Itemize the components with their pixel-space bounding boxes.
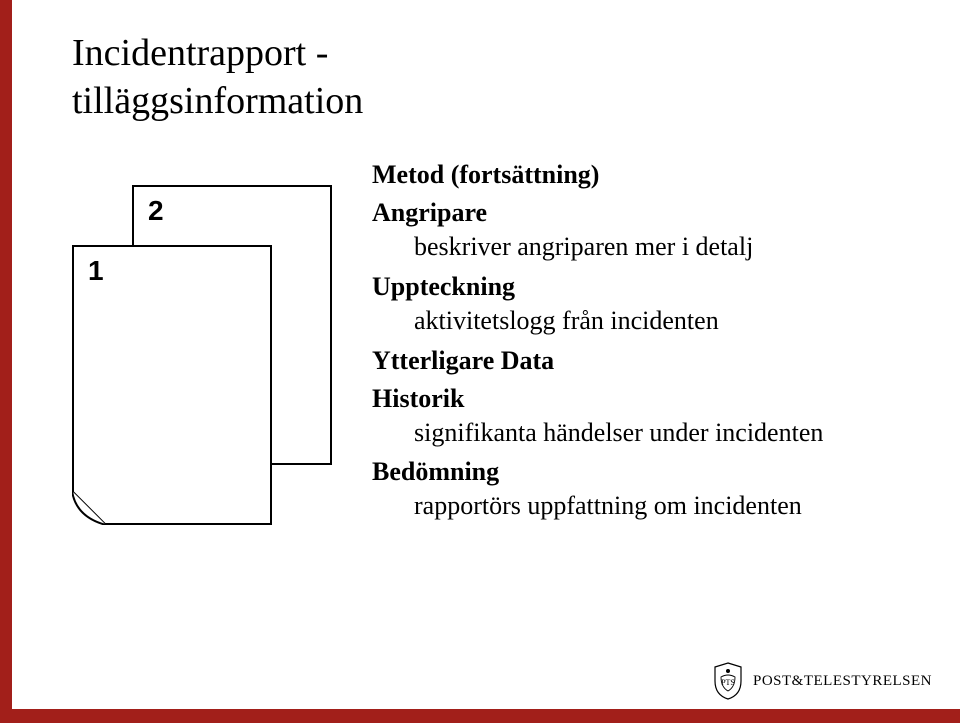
sub-uppteckning: aktivitetslogg från incidenten bbox=[414, 304, 932, 338]
page-back-label: 2 bbox=[148, 195, 164, 227]
heading-angripare: Angripare bbox=[372, 198, 932, 228]
footer-logo: PTS POST&TELESTYRELSEN bbox=[711, 661, 932, 701]
heading-bedomning: Bedömning bbox=[372, 457, 932, 487]
sub-angripare: beskriver angriparen mer i detalj bbox=[414, 230, 932, 264]
title-line2: tilläggsinformation bbox=[72, 80, 363, 122]
slide: Incidentrapport - tilläggsinformation 2 … bbox=[0, 0, 960, 723]
heading-historik: Historik bbox=[372, 384, 932, 414]
shield-icon: PTS bbox=[711, 661, 745, 701]
page-front: 1 bbox=[72, 245, 272, 525]
sub-historik: signifikanta händelser under incidenten bbox=[414, 416, 932, 450]
page-front-label: 1 bbox=[88, 255, 104, 287]
title-line1: Incidentrapport - bbox=[72, 32, 328, 74]
page-fold-icon bbox=[72, 491, 106, 525]
content-list: Metod (fortsättning) Angripare beskriver… bbox=[372, 152, 932, 529]
logo-text: POST&TELESTYRELSEN bbox=[753, 673, 932, 690]
page-stack: 2 1 bbox=[72, 185, 332, 525]
heading-uppteckning: Uppteckning bbox=[372, 272, 932, 302]
svg-text:PTS: PTS bbox=[721, 678, 735, 687]
sub-bedomning: rapportörs uppfattning om incidenten bbox=[414, 489, 932, 523]
heading-metod: Metod (fortsättning) bbox=[372, 160, 932, 190]
footer-bar bbox=[12, 709, 960, 723]
heading-ytterligare: Ytterligare Data bbox=[372, 346, 932, 376]
slide-title: Incidentrapport - tilläggsinformation bbox=[72, 30, 363, 125]
